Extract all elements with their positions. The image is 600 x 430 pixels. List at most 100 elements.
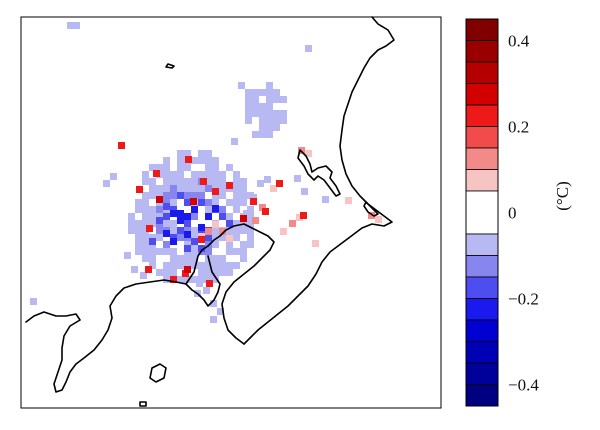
anomaly-cell bbox=[233, 192, 240, 199]
anomaly-cell bbox=[170, 220, 177, 227]
anomaly-cell bbox=[233, 220, 240, 227]
anomaly-cell bbox=[226, 241, 233, 248]
anomaly-cell bbox=[149, 238, 156, 245]
anomaly-cell bbox=[156, 185, 163, 192]
anomaly-cell bbox=[226, 248, 233, 255]
colorbar-band-2 bbox=[465, 61, 499, 84]
anomaly-cell bbox=[177, 227, 184, 234]
anomaly-cell bbox=[184, 227, 191, 234]
anomaly-cell bbox=[163, 269, 170, 276]
anomaly-cell bbox=[191, 227, 198, 234]
anomaly-cell bbox=[212, 205, 219, 212]
anomaly-cell bbox=[163, 248, 170, 255]
anomaly-cell bbox=[266, 117, 273, 124]
anomaly-cell bbox=[226, 227, 233, 234]
anomaly-cell bbox=[276, 180, 283, 187]
anomaly-cell bbox=[300, 212, 307, 219]
anomaly-cell bbox=[212, 164, 219, 171]
anomaly-cell bbox=[219, 185, 226, 192]
anomaly-cell bbox=[273, 89, 280, 96]
anomaly-cell bbox=[196, 280, 203, 287]
anomaly-cell bbox=[142, 213, 149, 220]
anomaly-cell bbox=[231, 138, 238, 145]
anomaly-cell bbox=[170, 171, 177, 178]
anomaly-cell bbox=[182, 270, 189, 277]
anomaly-cell bbox=[245, 103, 252, 110]
anomaly-cell bbox=[146, 225, 153, 232]
anomaly-cell bbox=[177, 185, 184, 192]
anomaly-cell bbox=[156, 192, 163, 199]
anomaly-cell bbox=[170, 199, 177, 206]
anomaly-cell bbox=[273, 117, 280, 124]
anomaly-cell bbox=[226, 164, 233, 171]
colorbar-tick-label: 0.4 bbox=[508, 32, 530, 51]
anomaly-cell bbox=[305, 150, 312, 157]
anomaly-cell bbox=[240, 178, 247, 185]
anomaly-cell bbox=[191, 171, 198, 178]
anomaly-cell bbox=[198, 150, 205, 157]
anomaly-cell bbox=[184, 213, 191, 220]
colorbar-band-16 bbox=[465, 384, 499, 407]
anomaly-cell bbox=[163, 157, 170, 164]
anomaly-cell bbox=[191, 206, 198, 213]
anomaly-cell bbox=[191, 276, 198, 283]
anomaly-cell bbox=[191, 185, 198, 192]
anomaly-cell bbox=[149, 164, 156, 171]
anomaly-cell bbox=[212, 199, 219, 206]
colorbar: 0.4 0.2 0 −0.2 −0.4 (°C) bbox=[465, 18, 572, 407]
anomaly-cell bbox=[280, 117, 287, 124]
anomaly-cell bbox=[243, 210, 250, 217]
anomaly-cell bbox=[226, 199, 233, 206]
anomaly-cell bbox=[135, 241, 142, 248]
anomaly-cell bbox=[205, 234, 212, 241]
anomaly-cell bbox=[170, 248, 177, 255]
anomaly-cell bbox=[177, 178, 184, 185]
coastline-pacific bbox=[243, 16, 395, 345]
anomaly-cell bbox=[219, 262, 226, 269]
anomaly-cell bbox=[170, 276, 177, 283]
anomaly-cell bbox=[205, 248, 212, 255]
anomaly-cell bbox=[163, 192, 170, 199]
anomaly-cell bbox=[205, 157, 212, 164]
anomaly-cell bbox=[145, 266, 152, 273]
anomaly-cell bbox=[264, 176, 271, 183]
anomaly-cell bbox=[219, 206, 226, 213]
anomaly-cell bbox=[266, 124, 273, 131]
anomaly-cell bbox=[212, 221, 219, 228]
anomaly-cell bbox=[177, 164, 184, 171]
anomaly-cell bbox=[142, 234, 149, 241]
anomaly-cell bbox=[259, 131, 266, 138]
anomaly-cell bbox=[177, 234, 184, 241]
anomaly-cell bbox=[212, 188, 219, 195]
anomaly-cell bbox=[203, 287, 210, 294]
anomaly-cell bbox=[110, 173, 117, 180]
anomaly-cell bbox=[305, 45, 312, 52]
anomaly-cell bbox=[142, 178, 149, 185]
anomaly-cell bbox=[205, 276, 212, 283]
colorbar-band-15 bbox=[465, 362, 499, 385]
anomaly-cell bbox=[259, 204, 266, 211]
anomaly-cell bbox=[67, 22, 74, 29]
anomaly-cell bbox=[198, 262, 205, 269]
anomaly-cell bbox=[247, 227, 254, 234]
anomaly-cell bbox=[212, 227, 219, 234]
colorbar-band-5 bbox=[465, 126, 499, 149]
colorbar-band-7 bbox=[465, 169, 499, 192]
anomaly-cell bbox=[240, 185, 247, 192]
anomaly-cell bbox=[226, 213, 233, 220]
anomaly-cell bbox=[177, 276, 184, 283]
anomaly-cell bbox=[226, 269, 233, 276]
anomaly-cell bbox=[212, 262, 219, 269]
anomaly-cell bbox=[212, 269, 219, 276]
anomaly-cell bbox=[296, 214, 303, 221]
anomaly-cell bbox=[245, 110, 252, 117]
anomaly-cell bbox=[212, 234, 219, 241]
anomaly-cell bbox=[280, 96, 287, 103]
anomaly-cell bbox=[219, 255, 226, 262]
anomaly-cell bbox=[233, 206, 240, 213]
anomaly-cell bbox=[191, 238, 198, 245]
anomaly-cell bbox=[163, 178, 170, 185]
anomaly-cell bbox=[142, 192, 149, 199]
anomaly-cell bbox=[250, 194, 257, 201]
